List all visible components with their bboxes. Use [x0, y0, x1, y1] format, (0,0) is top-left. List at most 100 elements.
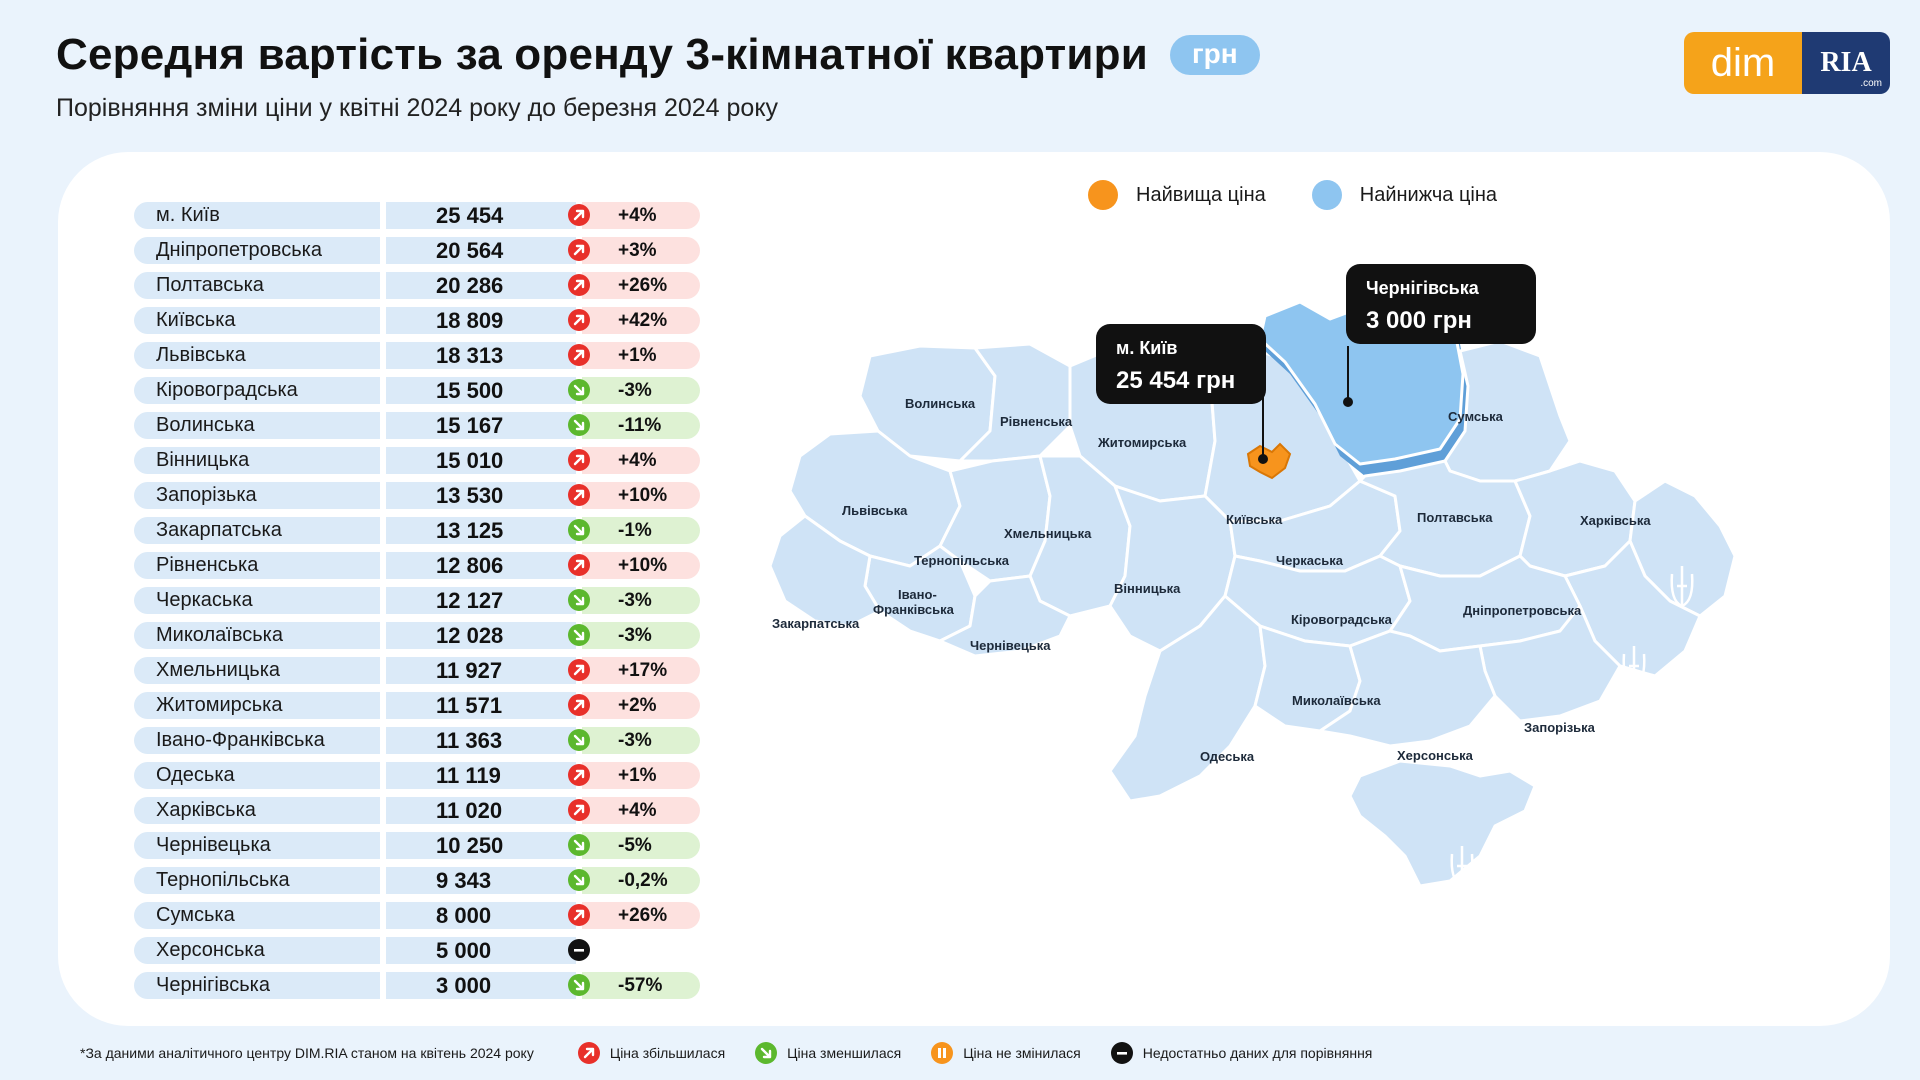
price-change: -11%	[568, 412, 700, 439]
region-price: 18 809	[386, 307, 576, 334]
region-chernivetska[interactable]	[938, 574, 1072, 658]
region-odeska[interactable]	[1108, 594, 1267, 803]
region-kyiv-city[interactable]	[1246, 442, 1292, 480]
logo-ria-com: .com	[1860, 78, 1882, 89]
legend-lowest-label: Найнижча ціна	[1359, 183, 1498, 206]
region-price: 11 119	[386, 762, 576, 789]
label-kyivska: Київська	[1226, 512, 1283, 527]
arrow-down-icon	[568, 974, 590, 996]
table-row: Івано-Франківська 11 363 -3%	[134, 723, 700, 758]
logo-dim-part: dim	[1684, 32, 1802, 94]
label-ternopilska: Тернопільська	[914, 553, 1010, 568]
table-row: Одеська 11 119 +1%	[134, 758, 700, 793]
region-name: Дніпропетровська	[134, 237, 380, 264]
label-khersonska: Херсонська	[1397, 748, 1474, 763]
label-sumska: Сумська	[1448, 409, 1504, 424]
table-row: Миколаївська 12 028 -3%	[134, 618, 700, 653]
callout-chernihiv-name: Чернігівська	[1366, 278, 1479, 298]
price-change: +17%	[568, 657, 700, 684]
price-change: -3%	[568, 377, 700, 404]
label-ivano-line2: Франківська	[873, 602, 955, 617]
region-price: 8 000	[386, 902, 576, 929]
price-change-value: +3%	[618, 239, 657, 261]
callout-kyiv-name: м. Київ	[1116, 338, 1178, 358]
region-name: Житомирська	[134, 692, 380, 719]
table-row: Тернопільська 9 343 -0,2%	[134, 863, 700, 898]
table-row: Київська 18 809 +42%	[134, 303, 700, 338]
price-change: +4%	[568, 797, 700, 824]
region-name: Київська	[134, 307, 380, 334]
footer-legend-up: Ціна збільшилася	[577, 1042, 726, 1064]
price-change: +26%	[568, 902, 700, 929]
footer-legend-nodata-label: Недостатньо даних для порівняння	[1142, 1045, 1373, 1061]
footer: *За даними аналітичного центру DIM.RIA с…	[80, 1042, 1402, 1064]
label-zaporizka: Запорізька	[1524, 720, 1596, 735]
arrow-up-icon	[568, 239, 590, 261]
logo-ria-part: RIA .com	[1802, 32, 1890, 94]
callout-chernihiv-value: 3 000 грн	[1366, 307, 1472, 334]
region-price: 11 927	[386, 657, 576, 684]
price-change-value: +4%	[618, 799, 657, 821]
label-rivnenska: Рівненська	[1000, 414, 1073, 429]
region-name: Львівська	[134, 342, 380, 369]
dim-ria-logo[interactable]: dim RIA .com	[1684, 32, 1890, 94]
region-khmelnytska[interactable]	[1028, 454, 1132, 618]
price-change: -5%	[568, 832, 700, 859]
pause-icon	[931, 1042, 954, 1064]
label-cherkaska: Черкаська	[1276, 553, 1344, 568]
table-row: Львівська 18 313 +1%	[134, 338, 700, 373]
region-name: Черкаська	[134, 587, 380, 614]
trident-decor	[1450, 566, 1694, 888]
region-name: Івано-Франківська	[134, 727, 380, 754]
ukraine-map-svg: Волинська Рівненська Житомирська Сумська…	[768, 300, 1737, 888]
footer-legend-nodata: Недостатньо даних для порівняння	[1110, 1042, 1373, 1064]
region-price: 20 286	[386, 272, 576, 299]
region-price: 20 564	[386, 237, 576, 264]
header: Середня вартість за оренду 3-кімнатної к…	[56, 30, 1456, 123]
price-change: +42%	[568, 307, 700, 334]
region-price: 15 500	[386, 377, 576, 404]
footer-legend-same-label: Ціна не змінилася	[963, 1045, 1081, 1061]
price-change: -57%	[568, 972, 700, 999]
table-row: Волинська 15 167 -11%	[134, 408, 700, 443]
callout-kyiv: м. Київ 25 454 грн	[1096, 324, 1266, 404]
arrow-up-icon	[568, 449, 590, 471]
region-zakarpatska[interactable]	[768, 514, 882, 628]
currency-badge: грн	[1170, 35, 1260, 75]
price-change-value: -0,2%	[618, 869, 668, 891]
region-khersonska[interactable]	[1318, 629, 1497, 748]
arrow-up-icon	[568, 309, 590, 331]
footer-legend-down: Ціна зменшилася	[755, 1042, 901, 1064]
price-change-value: +4%	[618, 449, 657, 471]
price-change-value: +4%	[618, 204, 657, 226]
region-crimea[interactable]	[1348, 759, 1537, 888]
region-name: Сумська	[134, 902, 380, 929]
region-price: 9 343	[386, 867, 576, 894]
price-change-value: +2%	[618, 694, 657, 716]
price-change: -3%	[568, 727, 700, 754]
price-change-value: +26%	[618, 274, 668, 296]
title-row: Середня вартість за оренду 3-кімнатної к…	[56, 30, 1456, 80]
price-change	[568, 937, 700, 964]
price-change-value: +10%	[618, 484, 668, 506]
price-change-value: -3%	[618, 729, 652, 751]
label-ivano-line1: Івано-	[898, 587, 937, 602]
footer-legend-up-label: Ціна збільшилася	[609, 1045, 726, 1061]
legend-highest-label: Найвища ціна	[1136, 183, 1266, 206]
arrow-up-icon	[568, 764, 590, 786]
page-title: Середня вартість за оренду 3-кімнатної к…	[56, 30, 1148, 79]
region-name: Чернівецька	[134, 832, 380, 859]
table-row: Черкаська 12 127 -3%	[134, 583, 700, 618]
table-row: Харківська 11 020 +4%	[134, 793, 700, 828]
label-chernivetska: Чернівецька	[970, 638, 1051, 653]
price-change: +10%	[568, 482, 700, 509]
price-change-value: +1%	[618, 764, 657, 786]
region-price: 5 000	[386, 937, 576, 964]
table-row: Вінницька 15 010 +4%	[134, 443, 700, 478]
region-price: 13 125	[386, 517, 576, 544]
map-legend: Найвища ціна Найнижча ціна	[1088, 180, 1543, 210]
region-price: 15 167	[386, 412, 576, 439]
price-change: +4%	[568, 447, 700, 474]
region-name: Одеська	[134, 762, 380, 789]
arrow-down-icon	[568, 869, 590, 891]
